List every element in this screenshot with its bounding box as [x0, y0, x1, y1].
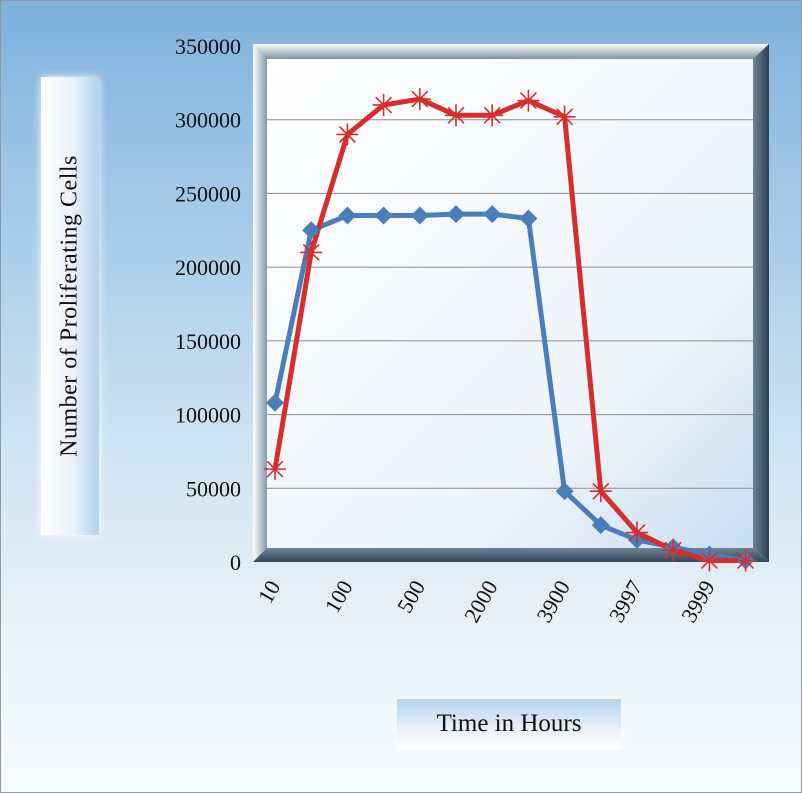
- x-tick-label: 3900: [531, 576, 575, 627]
- plot-inner: [267, 59, 753, 548]
- plot-bevel-left: [253, 44, 267, 562]
- series-1-point: [445, 104, 467, 127]
- x-axis-title: Time in Hours: [436, 710, 582, 737]
- series-0-point: [447, 205, 465, 224]
- series-1-point: [336, 123, 359, 146]
- series-1-point: [662, 539, 685, 562]
- x-tick-label: 100: [320, 576, 358, 617]
- series-1-point: [698, 549, 721, 572]
- series-1-point: [481, 104, 504, 127]
- series-1-point: [626, 521, 648, 544]
- x-tick-label: 3997: [604, 576, 648, 627]
- series-0-point: [410, 206, 429, 225]
- series-1-point: [734, 549, 757, 572]
- series-0-point: [483, 205, 502, 224]
- series-1-point: [408, 88, 431, 111]
- series-1-point: [264, 458, 286, 481]
- series-1-point: [372, 93, 395, 116]
- series-0-point: [519, 209, 538, 228]
- y-tick-label: 0: [230, 550, 241, 575]
- x-tick-label: 500: [392, 576, 430, 617]
- x-tick-labels: 10 100 500 2000 3900 3997 3999: [253, 576, 720, 627]
- x-tick-label: 10: [253, 576, 286, 608]
- plot-bevel-top: [253, 44, 769, 59]
- x-tick-label: 2000: [459, 576, 503, 627]
- y-tick-label: 350000: [175, 34, 241, 59]
- y-tick-label: 50000: [186, 476, 241, 501]
- x-tick-label: 3999: [676, 576, 720, 627]
- y-tick-label: 150000: [175, 329, 241, 354]
- series-0-point: [591, 516, 610, 535]
- series-0-point: [555, 482, 574, 501]
- series-0-point: [374, 206, 393, 225]
- series-1-point: [589, 480, 612, 503]
- y-tick-label: 100000: [175, 403, 241, 428]
- y-axis-title-box: Number of Proliferating Cells: [41, 77, 99, 535]
- y-tick-label: 300000: [175, 108, 241, 133]
- y-tick-labels: 0 50000 100000 150000 200000 250000 300000 3500…: [175, 34, 241, 575]
- series-0-point: [338, 206, 357, 225]
- series-1-point: [300, 241, 323, 264]
- y-axis-title: Number of Proliferating Cells: [56, 155, 83, 457]
- series-1-point: [517, 89, 540, 112]
- series-markers: [264, 88, 757, 572]
- x-axis-title-box: Time in Hours: [397, 699, 621, 749]
- series-1-point: [553, 105, 576, 128]
- plot-area-frame: [253, 44, 769, 562]
- series-0-point: [266, 393, 284, 412]
- plot-bevel-bottom: [253, 548, 769, 562]
- series-0-point: [302, 221, 321, 240]
- gridlines: [267, 119, 753, 489]
- y-tick-label: 250000: [175, 181, 241, 206]
- y-tick-label: 200000: [175, 255, 241, 280]
- plot-bevel-right: [753, 44, 769, 562]
